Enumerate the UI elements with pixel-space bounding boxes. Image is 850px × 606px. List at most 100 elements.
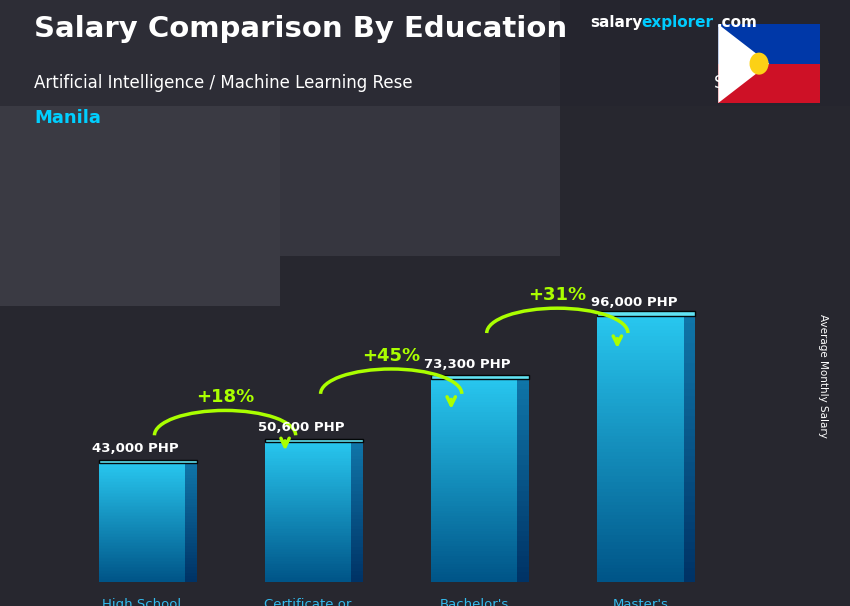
Bar <box>185 552 197 555</box>
Bar <box>265 442 351 444</box>
Text: +45%: +45% <box>362 347 420 365</box>
Text: Manila: Manila <box>34 109 101 127</box>
Bar <box>518 485 529 491</box>
Bar <box>351 519 363 522</box>
Bar <box>431 422 518 425</box>
Bar <box>265 510 351 512</box>
Bar <box>265 522 351 524</box>
Bar <box>185 496 197 499</box>
Bar <box>683 330 695 336</box>
Bar <box>431 521 518 524</box>
Bar <box>265 475 351 477</box>
Bar <box>598 379 683 383</box>
Bar <box>598 465 683 469</box>
Bar <box>598 316 683 320</box>
Bar <box>265 463 351 465</box>
Bar <box>351 449 363 453</box>
Bar <box>265 576 351 578</box>
Bar <box>185 463 197 466</box>
Bar <box>185 537 197 540</box>
Bar <box>99 545 185 546</box>
Bar <box>351 463 363 467</box>
Bar <box>351 574 363 578</box>
Text: Bachelor's
Degree: Bachelor's Degree <box>439 598 509 606</box>
FancyBboxPatch shape <box>431 375 529 379</box>
Bar <box>265 507 351 508</box>
Bar <box>185 540 197 543</box>
Bar <box>185 525 197 528</box>
Bar <box>598 485 683 489</box>
Bar <box>431 579 518 582</box>
Bar <box>265 505 351 507</box>
Bar <box>598 489 683 492</box>
Bar <box>265 501 351 503</box>
Bar <box>99 559 185 561</box>
Bar <box>351 491 363 494</box>
Bar <box>265 454 351 456</box>
Bar <box>265 468 351 470</box>
Bar <box>265 554 351 556</box>
Bar <box>99 481 185 482</box>
Bar <box>431 508 518 511</box>
Bar <box>683 489 695 496</box>
Bar <box>185 534 197 537</box>
Bar <box>683 462 695 469</box>
Bar <box>185 522 197 525</box>
Bar <box>185 493 197 496</box>
Bar <box>351 515 363 519</box>
Bar <box>265 548 351 550</box>
Bar <box>431 549 518 551</box>
Bar <box>683 390 695 396</box>
Bar <box>351 512 363 515</box>
Text: .com: .com <box>717 15 757 30</box>
Bar <box>265 578 351 580</box>
Bar <box>518 526 529 531</box>
Bar <box>683 509 695 516</box>
Bar <box>99 479 185 481</box>
Bar <box>518 460 529 465</box>
Bar <box>351 467 363 470</box>
Bar <box>518 470 529 476</box>
Bar <box>431 382 518 384</box>
Bar <box>265 487 351 489</box>
Bar <box>265 533 351 534</box>
Bar <box>351 453 363 456</box>
Bar <box>99 524 185 525</box>
Bar <box>351 487 363 491</box>
Bar <box>99 487 185 488</box>
Bar <box>683 316 695 323</box>
Bar <box>598 330 683 333</box>
Bar <box>351 529 363 533</box>
Bar <box>351 568 363 571</box>
Bar <box>683 562 695 568</box>
Bar <box>518 465 529 470</box>
Bar <box>518 389 529 395</box>
Bar <box>265 566 351 568</box>
Bar <box>265 540 351 542</box>
Bar <box>598 532 683 535</box>
Text: +31%: +31% <box>528 286 586 304</box>
Bar <box>431 402 518 405</box>
Bar <box>518 506 529 511</box>
Bar <box>99 497 185 499</box>
Circle shape <box>750 53 768 75</box>
Bar <box>99 530 185 531</box>
Bar <box>265 445 351 447</box>
Bar <box>265 580 351 582</box>
Bar <box>598 568 683 572</box>
Bar <box>431 412 518 415</box>
Bar <box>185 505 197 507</box>
Bar <box>598 366 683 370</box>
Bar <box>683 323 695 330</box>
Bar <box>518 476 529 481</box>
Bar <box>265 570 351 571</box>
Text: Certificate or
Diploma: Certificate or Diploma <box>264 598 352 606</box>
Bar <box>351 459 363 463</box>
Bar <box>99 518 185 519</box>
Bar <box>99 512 185 513</box>
Bar <box>99 467 185 469</box>
Bar <box>185 484 197 487</box>
Bar <box>598 559 683 562</box>
Bar <box>518 541 529 547</box>
Bar <box>185 576 197 579</box>
